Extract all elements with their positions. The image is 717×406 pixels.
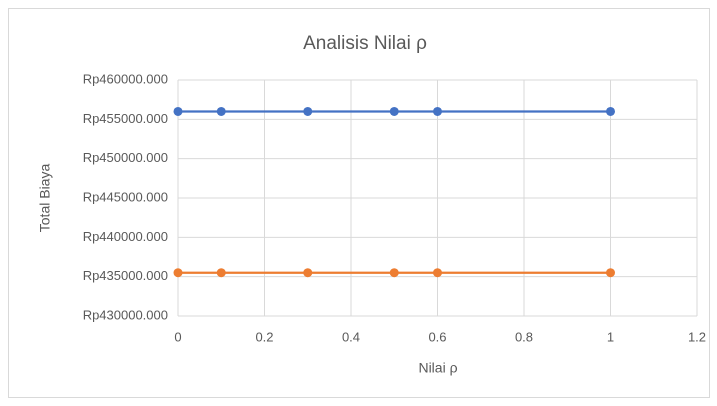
point <box>303 268 313 278</box>
x-tick-label: 1 <box>607 329 614 344</box>
point <box>433 106 442 116</box>
y-tick-label: Rp440000.000 <box>83 229 168 244</box>
point <box>606 268 615 278</box>
point <box>389 106 399 116</box>
x-tick-label: 0.6 <box>428 329 446 344</box>
x-tick-label: 1.2 <box>688 329 706 344</box>
point <box>216 106 226 116</box>
y-tick-label: Rp435000.000 <box>83 268 168 283</box>
x-tick-label: 0.8 <box>515 329 533 344</box>
point <box>606 106 615 116</box>
x-axis-label: Nilai ρ <box>418 360 457 376</box>
point <box>389 268 399 278</box>
y-tick-label: Rp460000.000 <box>83 71 168 86</box>
point <box>173 268 183 278</box>
y-tick-label: Rp445000.000 <box>83 189 168 204</box>
point <box>433 268 442 278</box>
chart-frame <box>8 8 710 398</box>
x-tick-label: 0.4 <box>342 329 360 344</box>
x-tick-label: 0.2 <box>255 329 273 344</box>
point <box>216 268 226 278</box>
y-tick-label: Rp455000.000 <box>83 111 168 126</box>
point <box>303 106 313 116</box>
y-axis-label: Total Biaya <box>37 164 53 233</box>
y-tick-label: Rp430000.000 <box>83 307 168 322</box>
chart-title: Analisis Nilai ρ <box>303 33 427 54</box>
x-tick-label: 0 <box>174 329 181 344</box>
point <box>173 106 183 116</box>
y-tick-label: Rp450000.000 <box>83 150 168 165</box>
